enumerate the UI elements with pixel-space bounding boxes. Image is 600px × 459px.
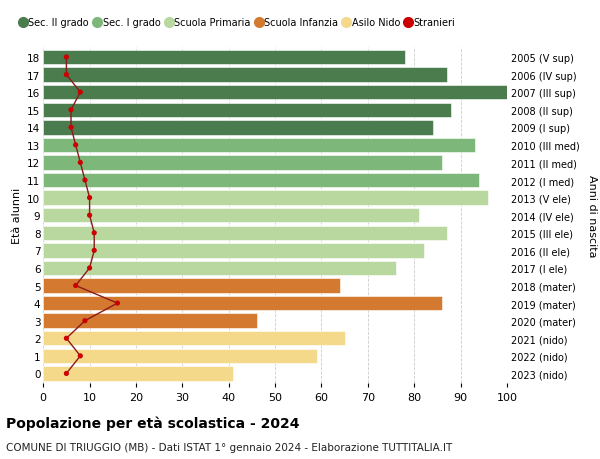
Y-axis label: Anni di nascita: Anni di nascita	[587, 174, 596, 257]
Bar	[43, 208, 419, 223]
Point	[71, 282, 80, 290]
Bar	[43, 138, 475, 153]
Point	[113, 300, 122, 307]
Text: COMUNE DI TRIUGGIO (MB) - Dati ISTAT 1° gennaio 2024 - Elaborazione TUTTITALIA.I: COMUNE DI TRIUGGIO (MB) - Dati ISTAT 1° …	[6, 442, 452, 452]
Point	[62, 370, 71, 377]
Point	[76, 159, 85, 167]
Bar	[43, 174, 479, 188]
Bar	[43, 86, 507, 100]
Bar	[43, 226, 447, 241]
Point	[76, 353, 85, 360]
Point	[66, 124, 76, 132]
Bar	[43, 50, 405, 65]
Point	[89, 247, 99, 254]
Legend: Sec. II grado, Sec. I grado, Scuola Primaria, Scuola Infanzia, Asilo Nido, Stran: Sec. II grado, Sec. I grado, Scuola Prim…	[17, 15, 459, 32]
Bar	[43, 261, 395, 275]
Bar	[43, 366, 233, 381]
Point	[85, 265, 94, 272]
Text: Popolazione per età scolastica - 2024: Popolazione per età scolastica - 2024	[6, 415, 299, 430]
Bar	[43, 191, 488, 205]
Y-axis label: Età alunni: Età alunni	[11, 188, 22, 244]
Point	[80, 177, 90, 185]
Point	[85, 195, 94, 202]
Point	[62, 72, 71, 79]
Bar	[43, 296, 442, 311]
Bar	[43, 349, 317, 363]
Point	[76, 89, 85, 96]
Point	[89, 230, 99, 237]
Point	[62, 335, 71, 342]
Point	[62, 54, 71, 62]
Point	[85, 212, 94, 219]
Bar	[43, 103, 451, 118]
Point	[71, 142, 80, 149]
Bar	[43, 244, 424, 258]
Point	[80, 317, 90, 325]
Bar	[43, 68, 447, 83]
Bar	[43, 314, 257, 328]
Bar	[43, 121, 433, 135]
Bar	[43, 279, 340, 293]
Bar	[43, 331, 344, 346]
Point	[66, 107, 76, 114]
Bar	[43, 156, 442, 170]
